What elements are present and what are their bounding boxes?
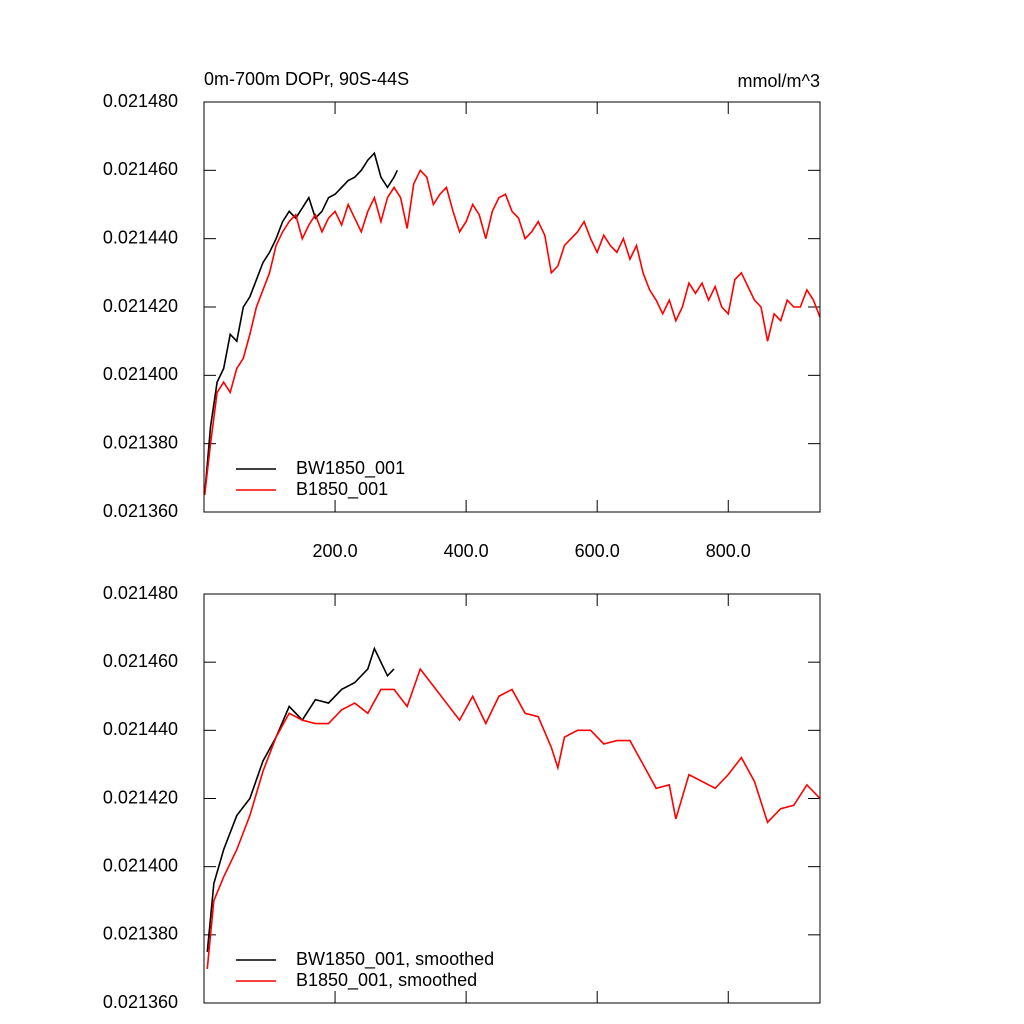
y-tick-label: 0.021360 (103, 992, 178, 1012)
x-tick-label: 200.0 (313, 541, 358, 561)
plot-frame (203, 593, 821, 1004)
data-line (206, 667, 821, 969)
y-tick-label: 0.021440 (103, 227, 178, 247)
legend-label: BW1850_001 (296, 458, 405, 479)
y-tick-label: 0.021460 (103, 159, 178, 179)
x-tick-label: 800.0 (706, 541, 751, 561)
legend-label: B1850_001 (296, 479, 388, 500)
chart-title: 0m-700m DOPr, 90S-44S (204, 69, 409, 89)
y-tick-label: 0.021440 (103, 719, 178, 739)
y-tick-label: 0.021480 (103, 583, 178, 603)
data-line (203, 168, 821, 496)
y-tick-label: 0.021400 (103, 855, 178, 875)
y-tick-label: 0.021400 (103, 364, 178, 384)
y-tick-label: 0.021460 (103, 651, 178, 671)
x-tick-label: 600.0 (575, 541, 620, 561)
y-tick-label: 0.021380 (103, 432, 178, 452)
plot-frame (203, 101, 821, 513)
x-tick-label: 400.0 (444, 541, 489, 561)
y-tick-label: 0.021360 (103, 501, 178, 521)
data-line (206, 646, 395, 952)
y-tick-label: 0.021480 (103, 91, 178, 111)
y-tick-label: 0.021380 (103, 924, 178, 944)
data-line (203, 151, 399, 495)
y-tick-label: 0.021420 (103, 296, 178, 316)
legend-label: BW1850_001, smoothed (296, 949, 494, 970)
y-tick-label: 0.021420 (103, 787, 178, 807)
legend-label: B1850_001, smoothed (296, 970, 477, 991)
units-label: mmol/m^3 (738, 71, 820, 91)
